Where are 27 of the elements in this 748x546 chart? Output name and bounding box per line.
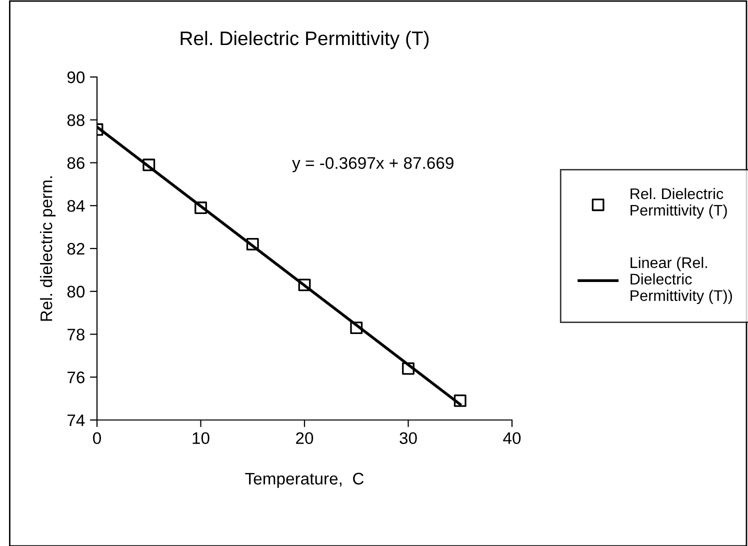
point (246, 238, 259, 250)
x-tick-label: 10 (192, 432, 210, 444)
y-tick-label: 74 (68, 414, 85, 426)
y-tick-label: 88 (67, 114, 84, 126)
x-tick-label: 30 (400, 432, 417, 444)
legend-label: Rel. Dielectric Permittivity (T) (630, 188, 727, 219)
y-tick-label: 80 (67, 286, 85, 298)
y-tick-label: 82 (67, 242, 84, 255)
legend-label: Linear (Rel. Dielectric Permittivity (T)) (630, 256, 732, 304)
y-tick-label: 78 (68, 328, 84, 340)
y-tick-label: 86 (67, 157, 84, 169)
y-tick-label: 76 (68, 372, 84, 384)
point (194, 202, 207, 214)
y-tick-label: 84 (67, 200, 85, 212)
chart-title: Rel. Dielectric Permittivity (T) (180, 30, 429, 50)
point (454, 394, 466, 407)
point (402, 362, 414, 375)
x-axis-title: Temperature, C (245, 472, 364, 488)
point (142, 158, 156, 172)
x-tick-label: 40 (503, 432, 521, 444)
x-tick-label: 0 (93, 432, 101, 444)
point (350, 322, 363, 334)
y-tick-label: 90 (67, 71, 85, 84)
y-axis-title: Rel. dielectric perm. (40, 176, 56, 321)
annotation: y = -0.3697x + 87.669 (292, 157, 454, 172)
x-tick-label: 20 (296, 432, 314, 444)
point (298, 278, 311, 292)
